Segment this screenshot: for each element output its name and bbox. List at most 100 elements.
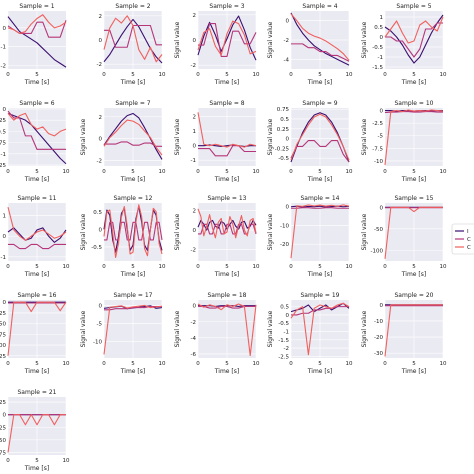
x-tick-label: 10 [159, 169, 166, 175]
x-axis-label: Time [s] [120, 368, 145, 375]
x-tick-label: 5 [318, 264, 322, 270]
series-line-3 [103, 304, 163, 355]
y-tick-label: -25 [0, 425, 6, 431]
x-axis-label: Time [s] [24, 176, 49, 183]
y-tick-label: -20 [374, 335, 383, 341]
y-tick-label: -7.5 [372, 146, 383, 152]
y-tick-label: 2 [193, 209, 197, 215]
x-tick-label: 10 [440, 361, 447, 367]
y-tick-label: 0 [286, 205, 290, 211]
series-line-3 [7, 301, 67, 356]
y-tick-label: 0 [99, 303, 103, 309]
y-tick-label: -6 [191, 352, 197, 358]
series-line-2 [104, 141, 162, 147]
y-tick-label: -1.25 [0, 163, 6, 169]
x-axis-label: Time [s] [307, 79, 332, 86]
series-line-2 [198, 305, 256, 309]
x-tick-label: 5 [131, 169, 135, 175]
y-tick-label: -2 [97, 159, 102, 165]
x-tick-label: 0 [102, 72, 106, 78]
y-tick-label: -2 [191, 63, 196, 69]
subplot-title: Sample = 15 [395, 195, 434, 202]
y-tick-label: 0.5 [280, 117, 289, 123]
y-tick-label: 2 [99, 115, 103, 121]
series-line-2 [291, 207, 349, 209]
x-tick-label: 0 [289, 264, 293, 270]
subplot-title: Sample = 8 [209, 100, 244, 107]
y-tick-label: -0.25 [0, 118, 6, 124]
y-tick-label: -10 [280, 223, 289, 229]
series-line-2 [104, 221, 163, 241]
x-axis-label: Time [s] [24, 465, 49, 472]
series-line-3 [197, 20, 257, 56]
x-tick-label: 5 [225, 361, 229, 367]
y-tick-label: -75 [0, 332, 6, 338]
series-line-3 [384, 304, 443, 357]
subplot-title: Sample = 7 [115, 100, 150, 107]
y-tick-label: -125 [0, 354, 6, 360]
x-tick-label: 5 [412, 361, 416, 367]
y-tick-label: -10 [374, 319, 383, 325]
x-axis-label: Time [s] [401, 271, 426, 278]
series-line-3 [290, 113, 350, 161]
x-axis-label: Time [s] [401, 368, 426, 375]
series-line-2 [7, 110, 66, 150]
series-line-2 [385, 22, 443, 58]
y-tick-label: -0.5 [91, 245, 102, 251]
x-tick-label: 10 [346, 169, 353, 175]
y-axis-label: Signal value [80, 118, 87, 155]
series-line-3 [197, 303, 257, 357]
y-axis-label: Signal value [267, 310, 274, 347]
subplot-title: Sample = 5 [396, 3, 431, 10]
x-tick-label: 10 [346, 361, 353, 367]
y-tick-label: 0 [380, 303, 384, 309]
x-tick-label: 5 [412, 169, 416, 175]
y-tick-label: 0.75 [277, 107, 290, 113]
series-line-3 [7, 14, 67, 35]
y-tick-label: 0 [286, 313, 290, 319]
y-tick-label: 0 [3, 300, 7, 306]
subplot-title: Sample = 11 [18, 195, 57, 202]
x-tick-label: 5 [35, 169, 39, 175]
series-line-1 [103, 112, 163, 160]
y-axis-label: Signal value [361, 310, 368, 347]
y-tick-label: 2 [193, 115, 197, 121]
x-tick-label: 10 [440, 72, 447, 78]
subplot-title: Sample = 9 [302, 100, 337, 107]
y-tick-label: 2 [193, 13, 197, 19]
x-axis-label: Time [s] [307, 271, 332, 278]
y-tick-label: -2 [191, 247, 196, 253]
y-tick-label: 2 [99, 14, 103, 20]
subplot-title: Sample = 6 [19, 100, 54, 107]
y-tick-label: -0.5 [278, 321, 289, 327]
series-line-2 [198, 23, 257, 57]
y-tick-label: -10 [374, 159, 383, 165]
series-line-3 [384, 206, 443, 259]
subplot-sample-12: 0.5 0 -0.5 0 5 10 Sample = 12 Time [s] Signal va… [80, 195, 166, 278]
x-tick-label: 0 [102, 169, 106, 175]
series-line-1 [384, 14, 444, 64]
x-tick-label: 5 [35, 458, 39, 464]
series-line-2 [291, 306, 349, 316]
x-axis-label: Time [s] [120, 176, 145, 183]
y-tick-label: -100 [0, 343, 6, 349]
y-tick-label: 0.5 [93, 210, 102, 216]
subplot-sample-4: 0 -2 -4 0 5 10 Sample = 4 Time [s] Signal value [267, 3, 353, 86]
y-tick-label: 0.5 [280, 305, 289, 311]
y-axis-label: Signal value [80, 213, 87, 250]
x-axis-label: Time [s] [120, 271, 145, 278]
x-tick-label: 0 [289, 361, 293, 367]
series-line-3 [384, 109, 444, 166]
y-tick-label: -20 [280, 242, 289, 248]
x-tick-label: 5 [131, 72, 135, 78]
y-tick-label: -30 [374, 351, 383, 357]
x-tick-label: 5 [225, 169, 229, 175]
subplot-title: Sample = 21 [18, 389, 57, 396]
x-axis-label: Time [s] [214, 176, 239, 183]
y-tick-label: -4 [284, 57, 290, 63]
x-tick-label: 0 [196, 264, 200, 270]
subplot-title: Sample = 13 [208, 195, 247, 202]
